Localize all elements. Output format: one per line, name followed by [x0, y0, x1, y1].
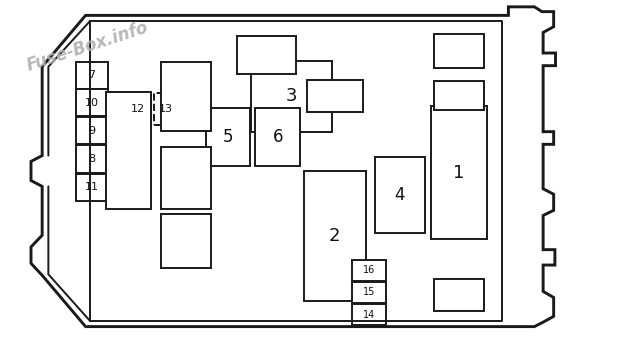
Bar — [434, 81, 484, 110]
Text: 12: 12 — [131, 104, 145, 114]
Bar — [352, 282, 386, 303]
Bar — [154, 93, 179, 125]
Text: 4: 4 — [395, 186, 405, 204]
Text: 8: 8 — [88, 154, 95, 164]
Text: 16: 16 — [363, 265, 375, 275]
Text: 14: 14 — [363, 310, 375, 320]
Text: 6: 6 — [273, 128, 283, 146]
Text: 3: 3 — [286, 88, 297, 105]
Bar — [161, 62, 211, 131]
Bar — [251, 61, 332, 132]
Text: Fuse-Box.info: Fuse-Box.info — [25, 19, 151, 75]
Bar — [206, 108, 250, 166]
Text: 10: 10 — [85, 97, 99, 108]
Text: 1: 1 — [453, 164, 464, 182]
Bar — [76, 117, 108, 144]
Bar — [76, 89, 108, 116]
Bar — [126, 93, 151, 125]
Text: 13: 13 — [159, 104, 173, 114]
Text: 15: 15 — [363, 287, 375, 298]
Bar — [76, 62, 108, 89]
Bar — [307, 80, 363, 112]
Bar — [431, 106, 487, 239]
Bar — [237, 36, 296, 74]
Bar — [352, 260, 386, 281]
Text: 2: 2 — [329, 227, 340, 245]
Bar — [76, 145, 108, 173]
Bar — [434, 278, 484, 311]
Bar — [106, 92, 151, 209]
Text: 9: 9 — [88, 126, 95, 136]
Text: 5: 5 — [223, 128, 233, 146]
Bar — [161, 214, 211, 268]
Text: 11: 11 — [85, 182, 99, 193]
Bar — [76, 174, 108, 201]
Bar — [352, 304, 386, 325]
Bar — [255, 108, 300, 166]
Bar — [161, 147, 211, 209]
Bar — [434, 34, 484, 68]
Bar — [375, 157, 425, 233]
Text: 7: 7 — [88, 70, 95, 80]
Bar — [304, 171, 366, 301]
